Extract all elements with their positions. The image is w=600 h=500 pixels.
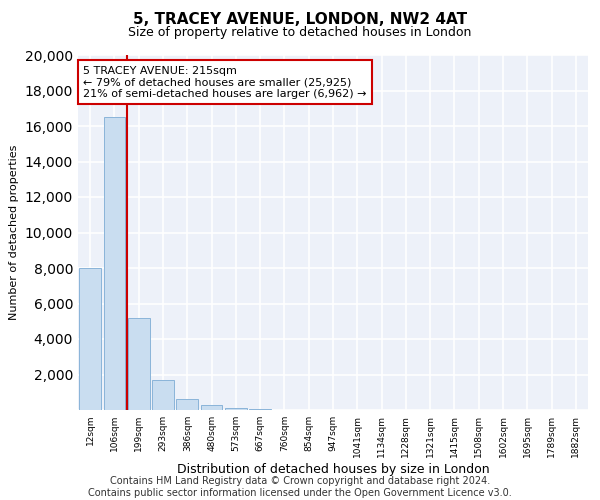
Bar: [152, 380, 174, 410]
Bar: [225, 408, 247, 410]
Y-axis label: Number of detached properties: Number of detached properties: [9, 145, 19, 320]
Bar: [176, 400, 198, 410]
Bar: [200, 405, 223, 410]
Text: Size of property relative to detached houses in London: Size of property relative to detached ho…: [128, 26, 472, 39]
Bar: [249, 409, 271, 410]
Bar: [79, 268, 101, 410]
Bar: [104, 117, 125, 410]
Bar: [128, 318, 149, 410]
Text: Contains HM Land Registry data © Crown copyright and database right 2024.
Contai: Contains HM Land Registry data © Crown c…: [88, 476, 512, 498]
X-axis label: Distribution of detached houses by size in London: Distribution of detached houses by size …: [176, 462, 490, 475]
Text: 5, TRACEY AVENUE, LONDON, NW2 4AT: 5, TRACEY AVENUE, LONDON, NW2 4AT: [133, 12, 467, 28]
Text: 5 TRACEY AVENUE: 215sqm
← 79% of detached houses are smaller (25,925)
21% of sem: 5 TRACEY AVENUE: 215sqm ← 79% of detache…: [83, 66, 367, 99]
